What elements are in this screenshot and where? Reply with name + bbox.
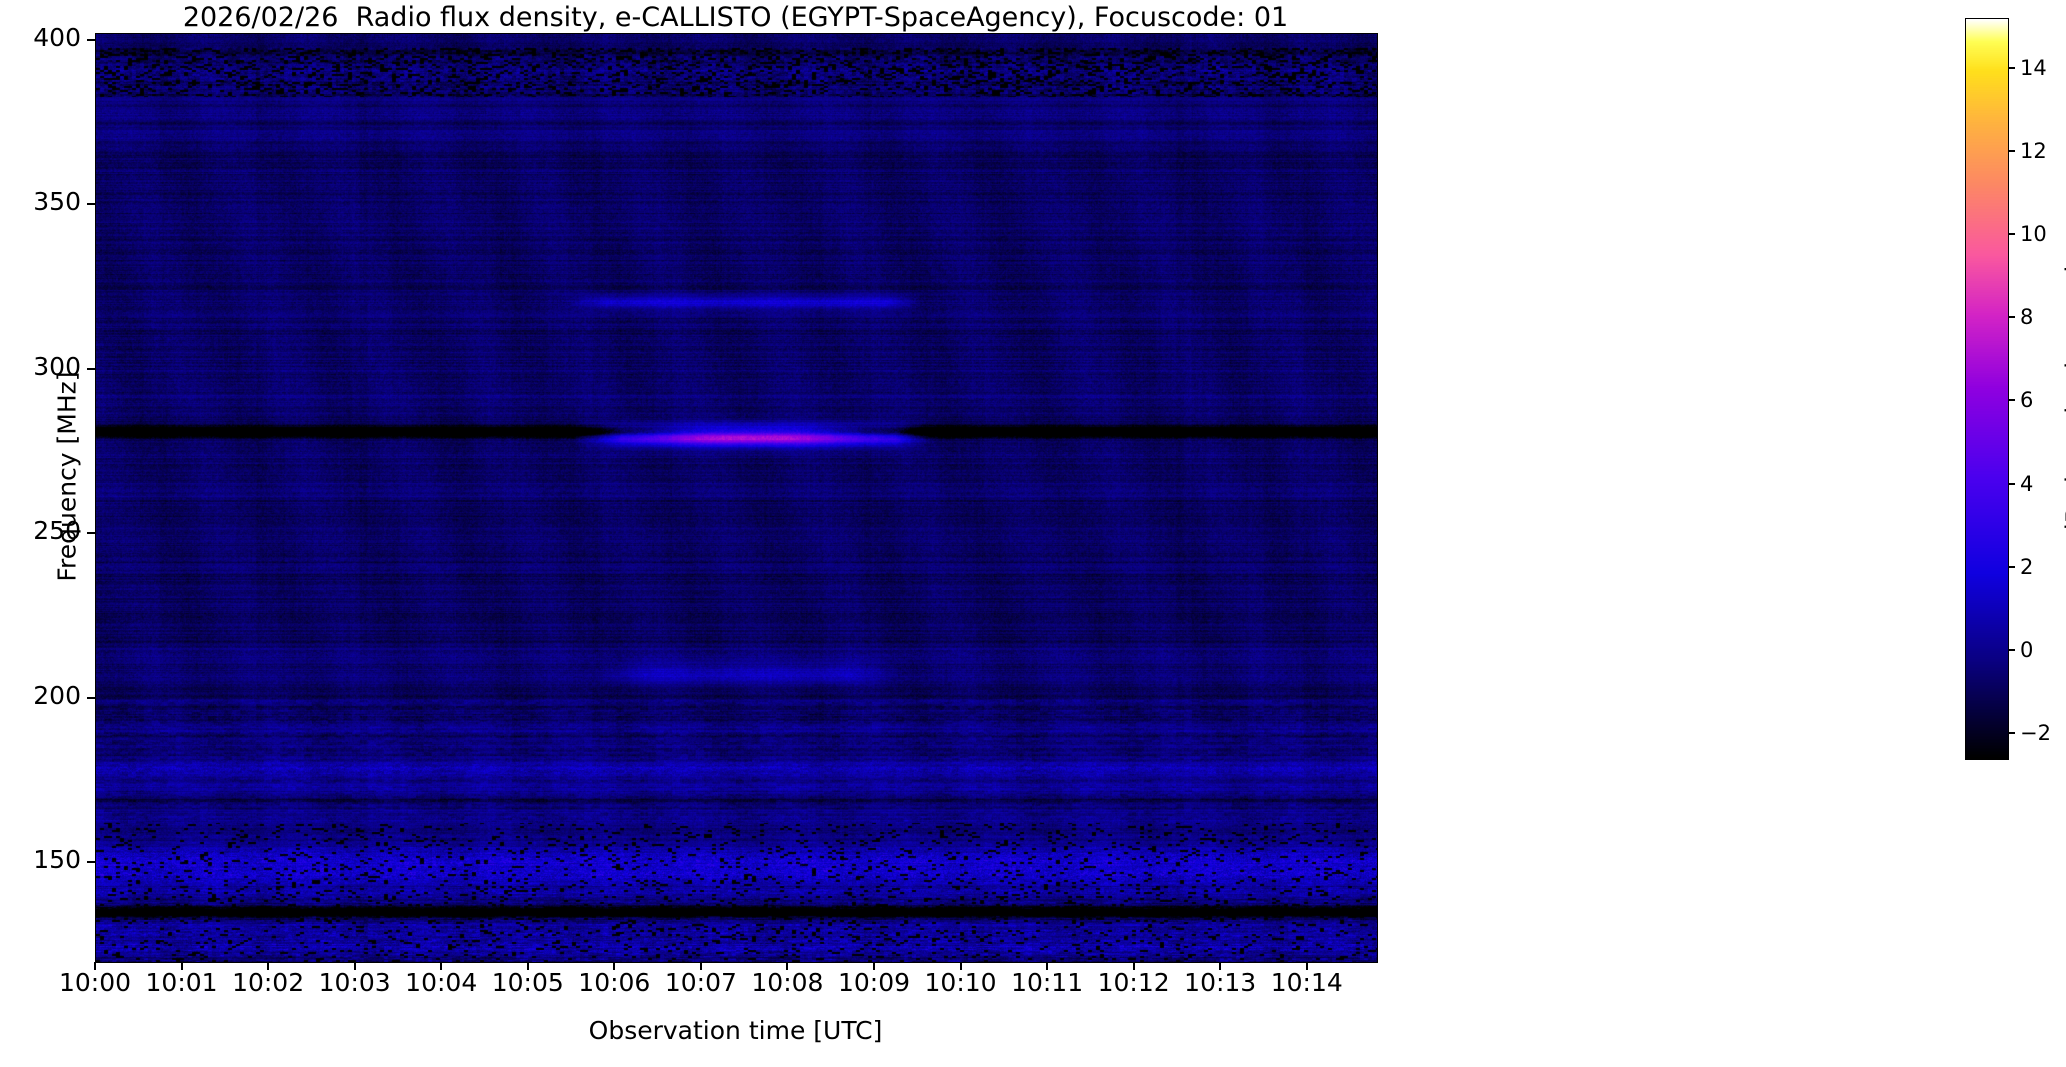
x-tick-label: 10:04 — [405, 968, 478, 997]
colorbar-tick-mark — [2008, 482, 2015, 485]
colorbar — [1965, 18, 2009, 760]
x-tick-mark — [94, 962, 96, 970]
y-tick-mark — [87, 696, 95, 699]
y-tick-mark — [87, 861, 95, 864]
colorbar-gradient — [1966, 19, 2008, 759]
x-tick-label: 10:08 — [751, 968, 824, 997]
colorbar-tick-label: 4 — [2020, 471, 2034, 496]
x-tick-mark — [872, 962, 875, 970]
x-tick-label: 10:01 — [145, 968, 218, 997]
x-tick-label: 10:10 — [924, 968, 997, 997]
y-tick-mark — [87, 367, 95, 370]
x-tick-label: 10:09 — [837, 968, 911, 997]
y-tick-label: 250 — [33, 516, 81, 546]
colorbar-tick-label: 2 — [2020, 554, 2034, 579]
x-axis-label: Observation time [UTC] — [588, 1016, 883, 1045]
x-tick-mark — [1219, 962, 1222, 970]
colorbar-tick-label: 12 — [2020, 139, 2047, 164]
colorbar-tick-label: 6 — [2020, 388, 2034, 413]
x-tick-label: 10:14 — [1270, 968, 1343, 997]
colorbar-tick-mark — [2008, 233, 2015, 236]
colorbar-tick-label: −2 — [2020, 721, 2051, 746]
x-tick-mark — [959, 962, 962, 970]
x-tick-mark — [1132, 962, 1135, 970]
x-tick-mark — [786, 962, 789, 970]
x-tick-mark — [1046, 962, 1049, 970]
spectrogram-image — [96, 34, 1377, 962]
colorbar-tick-mark — [2008, 565, 2015, 568]
colorbar-tick-mark — [2008, 732, 2015, 735]
colorbar-tick-label: 8 — [2020, 305, 2034, 330]
figure-title: 2026/02/26 Radio flux density, e-CALLIST… — [182, 2, 1289, 33]
y-tick-label: 400 — [33, 22, 81, 52]
x-tick-mark — [1305, 962, 1308, 970]
colorbar-tick-label: 0 — [2020, 637, 2034, 662]
colorbar-tick-mark — [2008, 399, 2015, 402]
x-tick-label: 10:02 — [232, 968, 305, 997]
x-tick-label: 10:11 — [1011, 968, 1084, 997]
x-tick-mark — [440, 962, 443, 970]
x-tick-mark — [526, 962, 529, 970]
y-axis-label: Frequency [MHz] — [52, 371, 82, 582]
y-tick-label: 300 — [33, 351, 81, 381]
y-tick-mark — [87, 38, 95, 41]
y-tick-mark — [87, 532, 95, 535]
x-tick-label: 10:07 — [664, 968, 737, 997]
spectrogram-plot-area — [95, 33, 1378, 963]
x-tick-mark — [613, 962, 616, 970]
x-tick-label: 10:00 — [58, 968, 132, 997]
colorbar-tick-mark — [2008, 66, 2015, 69]
colorbar-tick-label: 14 — [2020, 55, 2047, 80]
x-tick-label: 10:13 — [1184, 968, 1257, 997]
x-tick-mark — [353, 962, 356, 970]
y-tick-mark — [87, 203, 95, 206]
colorbar-tick-mark — [2008, 150, 2015, 153]
x-tick-mark — [699, 962, 702, 970]
x-tick-mark — [267, 962, 270, 970]
x-tick-label: 10:06 — [578, 968, 651, 997]
y-tick-label: 350 — [33, 187, 81, 217]
colorbar-tick-mark — [2008, 648, 2015, 651]
x-tick-label: 10:12 — [1097, 968, 1170, 997]
x-tick-label: 10:05 — [491, 968, 564, 997]
colorbar-tick-mark — [2008, 316, 2015, 319]
colorbar-tick-label: 10 — [2020, 222, 2047, 247]
x-tick-label: 10:03 — [318, 968, 391, 997]
x-tick-mark — [180, 962, 183, 970]
y-tick-label: 200 — [33, 680, 81, 710]
colorbar-label: dB above background — [2060, 265, 2066, 540]
y-tick-label: 150 — [33, 845, 81, 875]
